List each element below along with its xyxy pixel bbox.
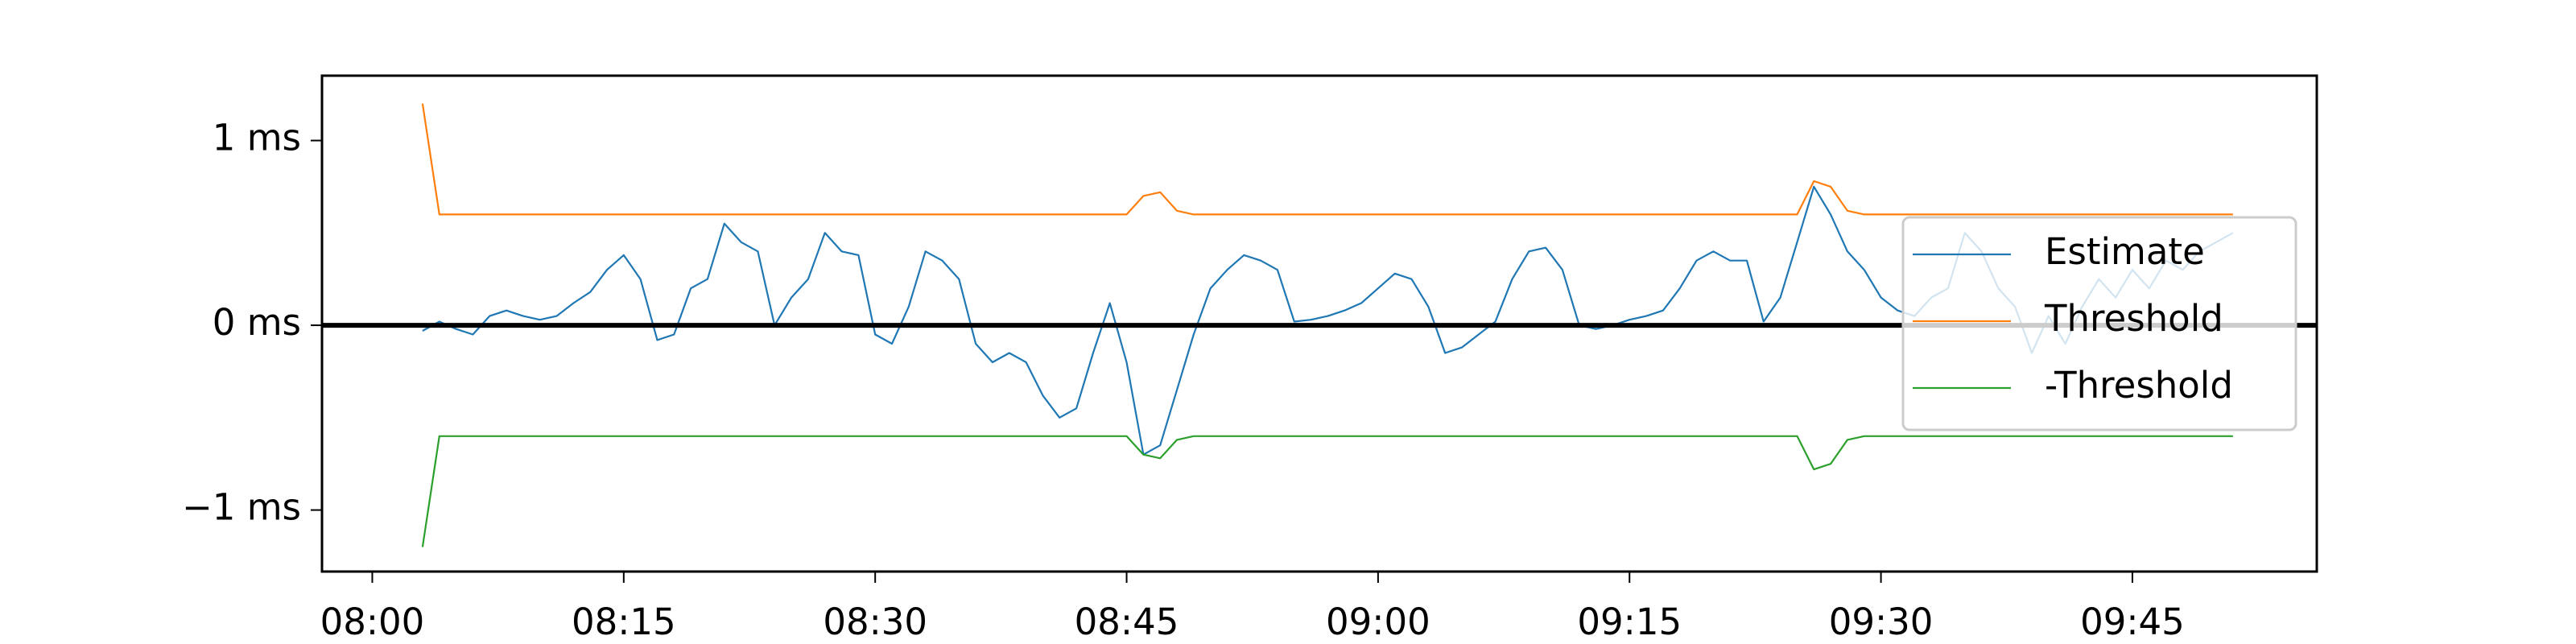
legend-label: -Threshold	[2045, 364, 2233, 407]
x-tick-label: 08:15	[572, 601, 676, 643]
x-tick-label: 09:30	[1829, 601, 1934, 643]
x-tick-label: 08:45	[1075, 601, 1179, 643]
series-line	[421, 435, 2233, 547]
y-tick-label: 1 ms	[213, 117, 301, 159]
x-tick-label: 09:00	[1326, 601, 1430, 643]
x-tick-label: 08:00	[320, 601, 425, 643]
legend-box	[1901, 216, 2297, 431]
series-line	[421, 103, 2233, 216]
legend-label: Threshold	[2044, 297, 2223, 340]
y-tick-label: −1 ms	[182, 486, 301, 529]
plot-frame	[320, 74, 2318, 573]
x-tick-label: 08:30	[823, 601, 927, 643]
x-tick-label: 09:15	[1577, 601, 1682, 643]
x-tick-label: 09:45	[2080, 601, 2185, 643]
legend-label: Estimate	[2045, 230, 2205, 273]
y-tick-label: 0 ms	[213, 301, 301, 344]
